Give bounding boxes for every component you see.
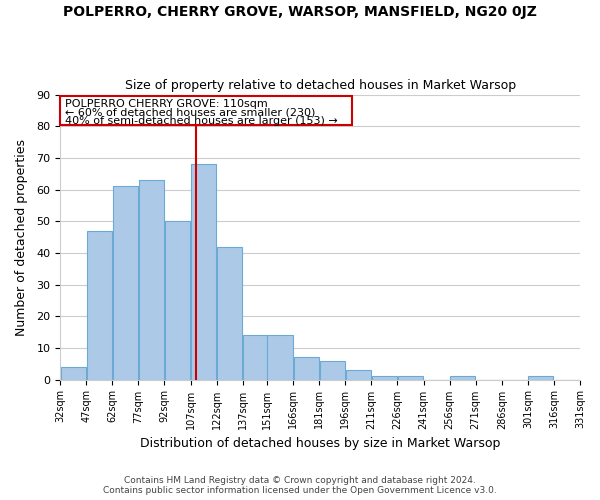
Bar (528, 376, 553, 380)
Y-axis label: Number of detached properties: Number of detached properties (15, 138, 28, 336)
Text: POLPERRO, CHERRY GROVE, WARSOP, MANSFIELD, NG20 0JZ: POLPERRO, CHERRY GROVE, WARSOP, MANSFIEL… (63, 5, 537, 19)
Text: POLPERRO CHERRY GROVE: 110sqm: POLPERRO CHERRY GROVE: 110sqm (65, 100, 268, 110)
Bar (398, 376, 423, 380)
Bar (61, 367, 86, 380)
Bar (346, 370, 371, 380)
Bar (450, 376, 475, 380)
X-axis label: Distribution of detached houses by size in Market Warsop: Distribution of detached houses by size … (140, 437, 500, 450)
Bar (139, 180, 164, 380)
Bar (191, 164, 216, 380)
Bar (320, 360, 345, 380)
Bar (86, 230, 112, 380)
Bar (217, 246, 242, 380)
Bar (268, 335, 293, 380)
Text: Contains HM Land Registry data © Crown copyright and database right 2024.
Contai: Contains HM Land Registry data © Crown c… (103, 476, 497, 495)
Text: ← 60% of detached houses are smaller (230): ← 60% of detached houses are smaller (23… (65, 108, 316, 118)
Title: Size of property relative to detached houses in Market Warsop: Size of property relative to detached ho… (125, 79, 515, 92)
FancyBboxPatch shape (60, 96, 352, 124)
Bar (113, 186, 138, 380)
Bar (372, 376, 397, 380)
Bar (165, 221, 190, 380)
Bar (243, 335, 266, 380)
Bar (293, 358, 319, 380)
Text: 40% of semi-detached houses are larger (153) →: 40% of semi-detached houses are larger (… (65, 116, 338, 126)
